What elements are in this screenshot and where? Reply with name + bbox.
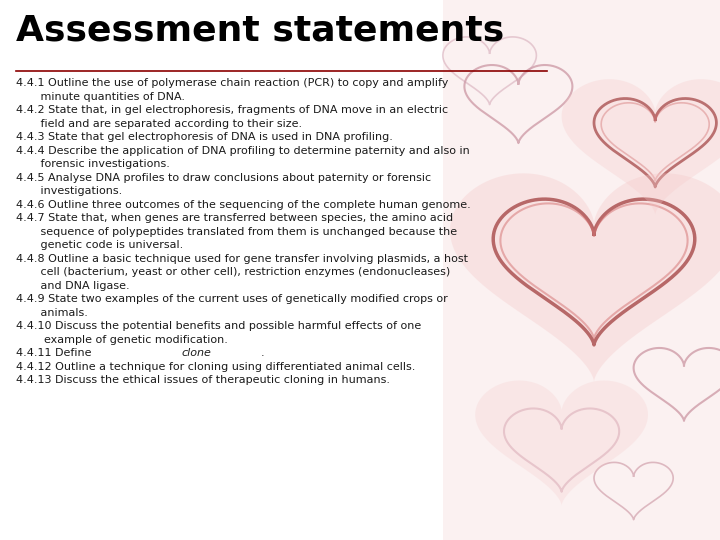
Text: minute quantities of DNA.: minute quantities of DNA. xyxy=(16,92,185,102)
Text: Assessment statements: Assessment statements xyxy=(16,14,504,48)
Text: .: . xyxy=(261,348,264,359)
Text: 4.4.1 Outline the use of polymerase chain reaction (PCR) to copy and amplify: 4.4.1 Outline the use of polymerase chai… xyxy=(16,78,449,89)
Text: animals.: animals. xyxy=(16,308,88,318)
Text: field and are separated according to their size.: field and are separated according to the… xyxy=(16,119,302,129)
Text: 4.4.9 State two examples of the current uses of genetically modified crops or: 4.4.9 State two examples of the current … xyxy=(16,294,448,305)
Text: sequence of polypeptides translated from them is unchanged because the: sequence of polypeptides translated from… xyxy=(16,227,457,237)
Text: 4.4.7 State that, when genes are transferred between species, the amino acid: 4.4.7 State that, when genes are transfe… xyxy=(16,213,453,224)
Text: 4.4.10 Discuss the potential benefits and possible harmful effects of one: 4.4.10 Discuss the potential benefits an… xyxy=(16,321,421,332)
Text: 4.4.6 Outline three outcomes of the sequencing of the complete human genome.: 4.4.6 Outline three outcomes of the sequ… xyxy=(16,200,471,210)
Text: 4.4.13 Discuss the ethical issues of therapeutic cloning in humans.: 4.4.13 Discuss the ethical issues of the… xyxy=(16,375,390,386)
Text: cell (bacterium, yeast or other cell), restriction enzymes (endonucleases): cell (bacterium, yeast or other cell), r… xyxy=(16,267,450,278)
Polygon shape xyxy=(475,381,648,505)
Text: clone: clone xyxy=(181,348,211,359)
Text: 4.4.2 State that, in gel electrophoresis, fragments of DNA move in an electric: 4.4.2 State that, in gel electrophoresis… xyxy=(16,105,448,116)
Text: 4.4.12 Outline a technique for cloning using differentiated animal cells.: 4.4.12 Outline a technique for cloning u… xyxy=(16,362,415,372)
Text: 4.4.5 Analyse DNA profiles to draw conclusions about paternity or forensic: 4.4.5 Analyse DNA profiles to draw concl… xyxy=(16,173,431,183)
Text: genetic code is universal.: genetic code is universal. xyxy=(16,240,183,251)
Polygon shape xyxy=(562,79,720,214)
Text: example of genetic modification.: example of genetic modification. xyxy=(16,335,228,345)
Polygon shape xyxy=(450,173,720,382)
Text: 4.4.11 Define: 4.4.11 Define xyxy=(16,348,95,359)
Text: investigations.: investigations. xyxy=(16,186,122,197)
Text: and DNA ligase.: and DNA ligase. xyxy=(16,281,130,291)
Text: forensic investigations.: forensic investigations. xyxy=(16,159,170,170)
Text: 4.4.4 Describe the application of DNA profiling to determine paternity and also : 4.4.4 Describe the application of DNA pr… xyxy=(16,146,469,156)
Text: 4.4.3 State that gel electrophoresis of DNA is used in DNA profiling.: 4.4.3 State that gel electrophoresis of … xyxy=(16,132,392,143)
Text: 4.4.8 Outline a basic technique used for gene transfer involving plasmids, a hos: 4.4.8 Outline a basic technique used for… xyxy=(16,254,468,264)
Bar xyxy=(443,0,720,540)
